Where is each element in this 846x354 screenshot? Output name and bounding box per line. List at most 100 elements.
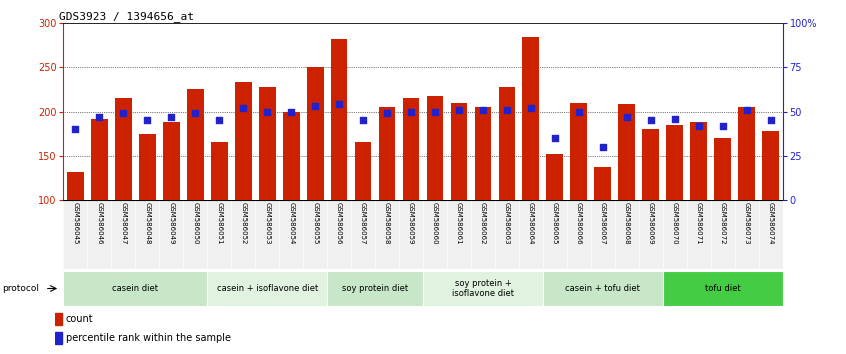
Text: percentile rank within the sample: percentile rank within the sample: [66, 333, 231, 343]
Text: GSM586059: GSM586059: [408, 202, 414, 245]
Bar: [662, 271, 783, 306]
Bar: [570, 103, 587, 200]
Point: [596, 144, 609, 150]
Point: [524, 105, 537, 111]
Text: GSM586063: GSM586063: [504, 202, 510, 245]
Text: GSM586069: GSM586069: [648, 202, 654, 245]
Text: GSM586066: GSM586066: [576, 202, 582, 245]
Bar: [67, 172, 84, 200]
Bar: [498, 87, 515, 200]
Point: [620, 114, 634, 120]
Text: GSM586049: GSM586049: [168, 202, 174, 245]
Bar: [667, 125, 683, 200]
Bar: [163, 122, 179, 200]
Bar: [642, 129, 659, 200]
Bar: [543, 271, 662, 306]
Bar: [714, 138, 731, 200]
Bar: [139, 133, 156, 200]
Text: soy protein +
isoflavone diet: soy protein + isoflavone diet: [452, 279, 514, 298]
Text: GSM586074: GSM586074: [767, 202, 773, 245]
Text: GSM586050: GSM586050: [192, 202, 198, 245]
Point: [428, 109, 442, 114]
Point: [164, 114, 178, 120]
Bar: [423, 271, 543, 306]
Bar: [63, 271, 207, 306]
Bar: [547, 154, 563, 200]
Text: GSM586054: GSM586054: [288, 202, 294, 245]
Bar: [207, 271, 327, 306]
Text: casein diet: casein diet: [113, 284, 158, 293]
Point: [332, 102, 346, 107]
Bar: [739, 107, 755, 200]
Point: [69, 126, 82, 132]
Bar: [403, 98, 420, 200]
Bar: [379, 107, 395, 200]
Text: GSM586057: GSM586057: [360, 202, 366, 245]
Point: [500, 107, 514, 113]
Text: GSM586070: GSM586070: [672, 202, 678, 245]
Bar: [690, 122, 707, 200]
Text: GSM586052: GSM586052: [240, 202, 246, 245]
Text: GSM586067: GSM586067: [600, 202, 606, 245]
Bar: [618, 103, 635, 200]
Point: [572, 109, 585, 114]
Text: casein + tofu diet: casein + tofu diet: [565, 284, 640, 293]
Point: [261, 109, 274, 114]
Bar: [91, 119, 107, 200]
Text: GSM586055: GSM586055: [312, 202, 318, 245]
Bar: [211, 142, 228, 200]
Bar: [115, 98, 132, 200]
Bar: [426, 96, 443, 200]
Text: GSM586056: GSM586056: [336, 202, 342, 245]
Text: GSM586062: GSM586062: [480, 202, 486, 245]
Text: GSM586045: GSM586045: [73, 202, 79, 245]
Text: casein + isoflavone diet: casein + isoflavone diet: [217, 284, 318, 293]
Text: GSM586071: GSM586071: [695, 202, 701, 245]
Text: GSM586073: GSM586073: [744, 202, 750, 245]
Bar: [451, 103, 467, 200]
Text: GSM586064: GSM586064: [528, 202, 534, 245]
Point: [644, 118, 657, 123]
Point: [356, 118, 370, 123]
Text: GSM586068: GSM586068: [624, 202, 629, 245]
Bar: [259, 87, 276, 200]
Text: GSM586051: GSM586051: [217, 202, 222, 245]
Text: soy protein diet: soy protein diet: [342, 284, 408, 293]
Bar: [523, 37, 539, 200]
Point: [189, 110, 202, 116]
Bar: [55, 332, 63, 344]
Bar: [762, 131, 779, 200]
Point: [739, 107, 753, 113]
Text: tofu diet: tofu diet: [705, 284, 740, 293]
Text: GSM586053: GSM586053: [264, 202, 270, 245]
Text: GSM586065: GSM586065: [552, 202, 558, 245]
Point: [667, 116, 681, 121]
Bar: [331, 39, 348, 200]
Text: GSM586060: GSM586060: [432, 202, 438, 245]
Text: GSM586047: GSM586047: [120, 202, 126, 245]
Text: count: count: [66, 314, 93, 324]
Point: [452, 107, 465, 113]
Point: [140, 118, 154, 123]
Text: protocol: protocol: [2, 284, 39, 293]
Point: [692, 123, 706, 129]
Point: [212, 118, 226, 123]
Point: [308, 103, 321, 109]
Text: GSM586046: GSM586046: [96, 202, 102, 245]
Bar: [595, 167, 611, 200]
Point: [117, 110, 130, 116]
Point: [284, 109, 298, 114]
Point: [548, 135, 562, 141]
Point: [380, 110, 393, 116]
Point: [92, 114, 106, 120]
Text: GSM586072: GSM586072: [720, 202, 726, 245]
Text: GSM586058: GSM586058: [384, 202, 390, 245]
Point: [404, 109, 418, 114]
Bar: [283, 113, 299, 200]
Bar: [307, 67, 323, 200]
Bar: [55, 314, 63, 325]
Bar: [327, 271, 423, 306]
Text: GSM586061: GSM586061: [456, 202, 462, 245]
Text: GDS3923 / 1394656_at: GDS3923 / 1394656_at: [59, 11, 195, 22]
Bar: [354, 142, 371, 200]
